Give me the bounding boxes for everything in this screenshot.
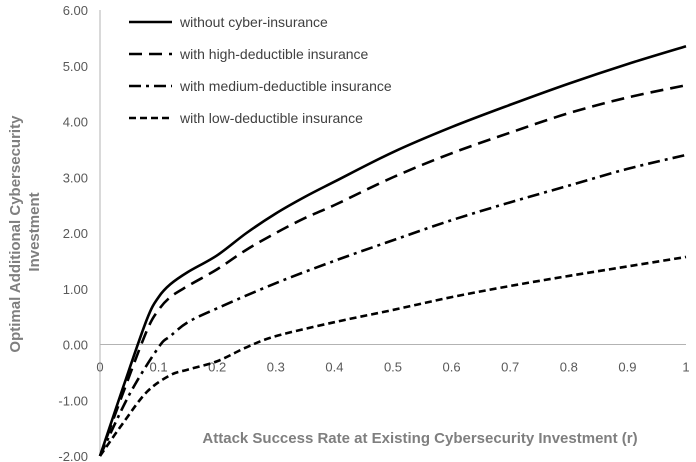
series-line-1	[98, 44, 687, 457]
series-line-4	[98, 255, 687, 457]
y-axis-title-line-2: Investment	[26, 192, 43, 271]
y-tick-label: -1.00	[58, 393, 88, 408]
x-tick-label: 0.1	[150, 360, 168, 375]
x-tick-label: 0.7	[501, 360, 519, 375]
series-line-2	[98, 83, 687, 457]
series-line-3	[98, 153, 687, 457]
x-tick-label: 0.2	[208, 360, 226, 375]
x-tick-label: 0	[96, 360, 103, 375]
x-tick-label: 0.5	[384, 360, 402, 375]
y-tick-label: 6.00	[63, 3, 88, 18]
y-tick-label: 4.00	[63, 115, 88, 130]
series-lines	[98, 44, 687, 457]
legend-label: with medium-deductible insurance	[179, 78, 392, 94]
legend-label: with low-deductible insurance	[179, 110, 363, 126]
x-tick-labels: 0 0.1 0.2 0.3 0.4 0.5 0.6 0.7 0.8 0.9 1	[96, 360, 689, 375]
legend-label: without cyber-insurance	[179, 14, 328, 30]
y-tick-labels: -2.00 -1.00 0.00 1.00 2.00 3.00 4.00 5.00 6.00	[58, 3, 88, 462]
y-tick-label: 1.00	[63, 282, 88, 297]
x-tick-label: 0.3	[267, 360, 285, 375]
x-tick-label: 0.4	[325, 360, 343, 375]
legend-label: with high-deductible insurance	[179, 46, 369, 62]
y-tick-label: 2.00	[63, 226, 88, 241]
y-axis-title: Optimal Additional Cybersecurity Investm…	[7, 111, 43, 352]
y-tick-label: 0.00	[63, 338, 88, 353]
x-axis-title: Attack Success Rate at Existing Cybersec…	[202, 430, 637, 447]
x-tick-label: 1	[682, 360, 689, 375]
y-axis-title-line-1: Optimal Additional Cybersecurity	[7, 115, 24, 353]
x-tick-label: 0.8	[560, 360, 578, 375]
x-tick-label: 0.9	[618, 360, 636, 375]
y-tick-label: -2.00	[58, 449, 88, 462]
y-tick-label: 3.00	[63, 170, 88, 185]
legend: without cyber-insurance with high-deducti…	[129, 14, 392, 126]
y-tick-label: 5.00	[63, 59, 88, 74]
x-tick-label: 0.6	[443, 360, 461, 375]
axes	[99, 10, 686, 456]
